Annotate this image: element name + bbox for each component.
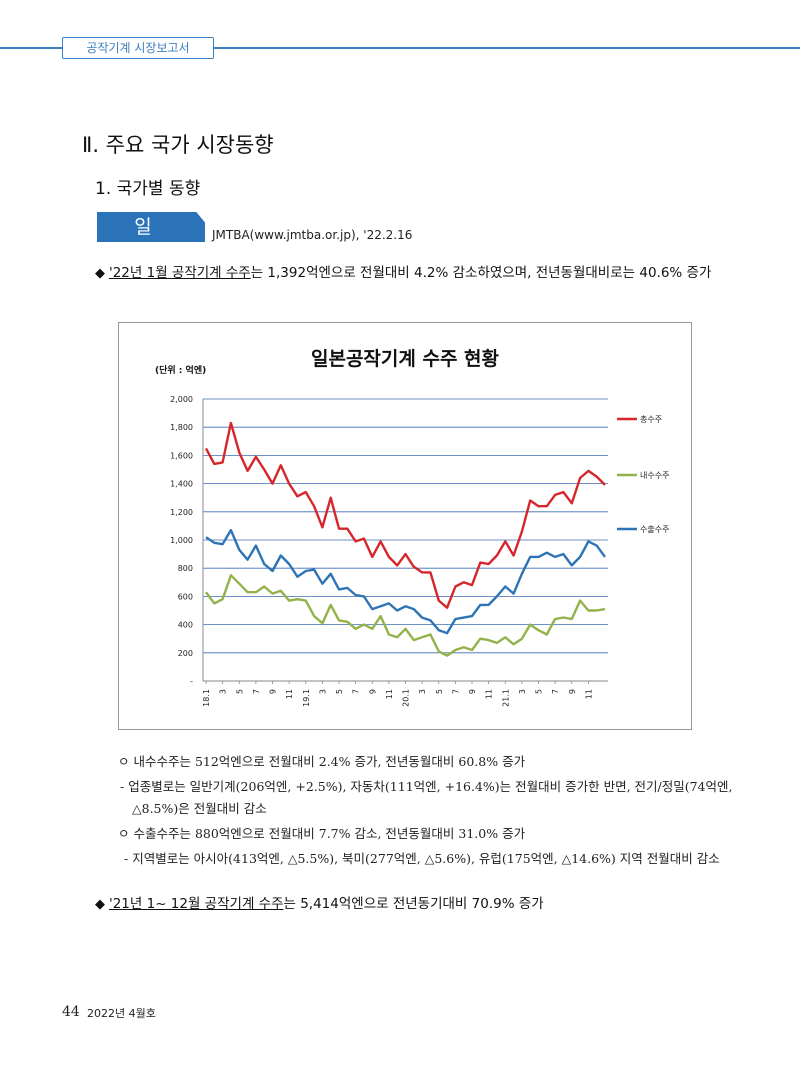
x-tick-label: 11 <box>584 689 593 699</box>
x-tick-label: 20.1 <box>402 689 411 707</box>
orders-chart-svg: 일본공작기계 수주 현황 (단위 : 억엔) - 200 400 600 800 1,000 1… <box>155 347 669 707</box>
bullet-highlight: '21년 1~ 12월 공작기계 수주 <box>109 896 284 912</box>
x-tick-label: 19.1 <box>302 689 311 707</box>
y-tick-label: 800 <box>178 564 193 573</box>
country-tag: 일 본 <box>97 212 205 268</box>
diamond-bullet-icon: ◆ <box>95 266 105 281</box>
x-tick-label: 9 <box>368 689 377 694</box>
diamond-bullet-icon: ◆ <box>95 897 105 912</box>
y-tick-label: 1,000 <box>170 536 193 545</box>
y-tick-label: 1,400 <box>170 480 193 489</box>
x-tick-label: 3 <box>418 689 427 694</box>
section-subtitle: 1. 국가별 동향 <box>95 179 201 199</box>
x-tick-label: 21.1 <box>501 689 510 707</box>
x-tick-label: 5 <box>435 689 444 694</box>
domestic-industry-line: - 업종별로는 일반기계(206억엔, +2.5%), 자동차(111억엔, +… <box>120 779 733 794</box>
summary-bullet-monthly: ◆ '22년 1월 공작기계 수주는 1,392억엔으로 전월대비 4.2% 감소… <box>95 261 711 281</box>
chart-title: 일본공작기계 수주 현황 <box>311 347 500 370</box>
x-tick-label: 3 <box>219 689 228 694</box>
x-tick-label: 11 <box>285 689 294 699</box>
y-tick-label: 1,800 <box>170 423 193 432</box>
header-title: 공작기계 시장보고서 <box>62 37 214 59</box>
export-orders-line: ㅇ 수출수주는 880억엔으로 전월대비 7.7% 감소, 전년동월대비 31.… <box>118 826 526 841</box>
x-tick-label: 3 <box>318 689 327 694</box>
x-tick-label: 5 <box>335 689 344 694</box>
header-rule-left <box>0 47 62 49</box>
x-tick-label: 5 <box>535 689 544 694</box>
header-rule-right <box>214 47 800 49</box>
x-tick-label: 3 <box>518 689 527 694</box>
x-tick-label: 9 <box>269 689 278 694</box>
y-tick-label: 200 <box>178 649 193 658</box>
legend-label: 총수주 <box>640 415 662 424</box>
orders-chart: 일본공작기계 수주 현황 (단위 : 억엔) - 200 400 600 800 1,000 1… <box>118 322 692 730</box>
export-region-line: - 지역별로는 아시아(413억엔, △5.5%), 북미(277억엔, △5.… <box>124 851 720 866</box>
series-line-3 <box>205 528 606 635</box>
domestic-orders-line: ㅇ 내수수주는 512억엔으로 전월대비 2.4% 증가, 전년동월대비 60.… <box>118 754 526 769</box>
chart-unit-label: (단위 : 억엔) <box>155 364 206 376</box>
bullet-highlight: '22년 1월 공작기계 수주 <box>109 265 251 281</box>
x-tick-label: 7 <box>551 689 560 694</box>
page-number: 44 <box>62 1004 80 1020</box>
country-name: 일 본 <box>134 216 170 268</box>
x-tick-label: 7 <box>451 689 460 694</box>
y-tick-label: 1,200 <box>170 508 193 517</box>
x-tick-label: 7 <box>352 689 361 694</box>
series-line-2 <box>205 574 606 657</box>
y-tick-label: 1,600 <box>170 451 193 460</box>
x-tick-label: 5 <box>235 689 244 694</box>
x-tick-label: 18.1 <box>202 689 211 707</box>
x-tick-label: 9 <box>568 689 577 694</box>
country-tag-background <box>97 212 205 242</box>
bullet-text: 는 1,392억엔으로 전월대비 4.2% 감소하였으며, 전년동월대비로는 4… <box>250 265 712 281</box>
bullet-text: 는 5,414억엔으로 전년동기대비 70.9% 증가 <box>283 896 544 912</box>
x-tick-label: 7 <box>252 689 261 694</box>
legend-label: 내수수주 <box>640 471 669 480</box>
y-tick-label: 600 <box>178 592 193 601</box>
issue-label: 2022년 4월호 <box>87 1007 156 1020</box>
x-tick-label: 9 <box>468 689 477 694</box>
series-line-1 <box>204 421 606 609</box>
summary-bullet-annual: ◆ '21년 1~ 12월 공작기계 수주는 5,414억엔으로 전년동기대비 7… <box>95 892 544 912</box>
y-tick-label: 400 <box>178 621 193 630</box>
source-citation: JMTBA(www.jmtba.or.jp), '22.2.16 <box>212 228 413 242</box>
domestic-industry-line-cont: △8.5%)은 전월대비 감소 <box>132 801 267 816</box>
legend-label: 수출수주 <box>640 524 669 534</box>
x-tick-label: 11 <box>485 689 494 699</box>
section-title: Ⅱ. 주요 국가 시장동향 <box>82 133 274 157</box>
y-tick-label: - <box>190 677 193 686</box>
y-tick-label: 2,000 <box>170 395 193 404</box>
x-tick-label: 11 <box>385 689 394 699</box>
